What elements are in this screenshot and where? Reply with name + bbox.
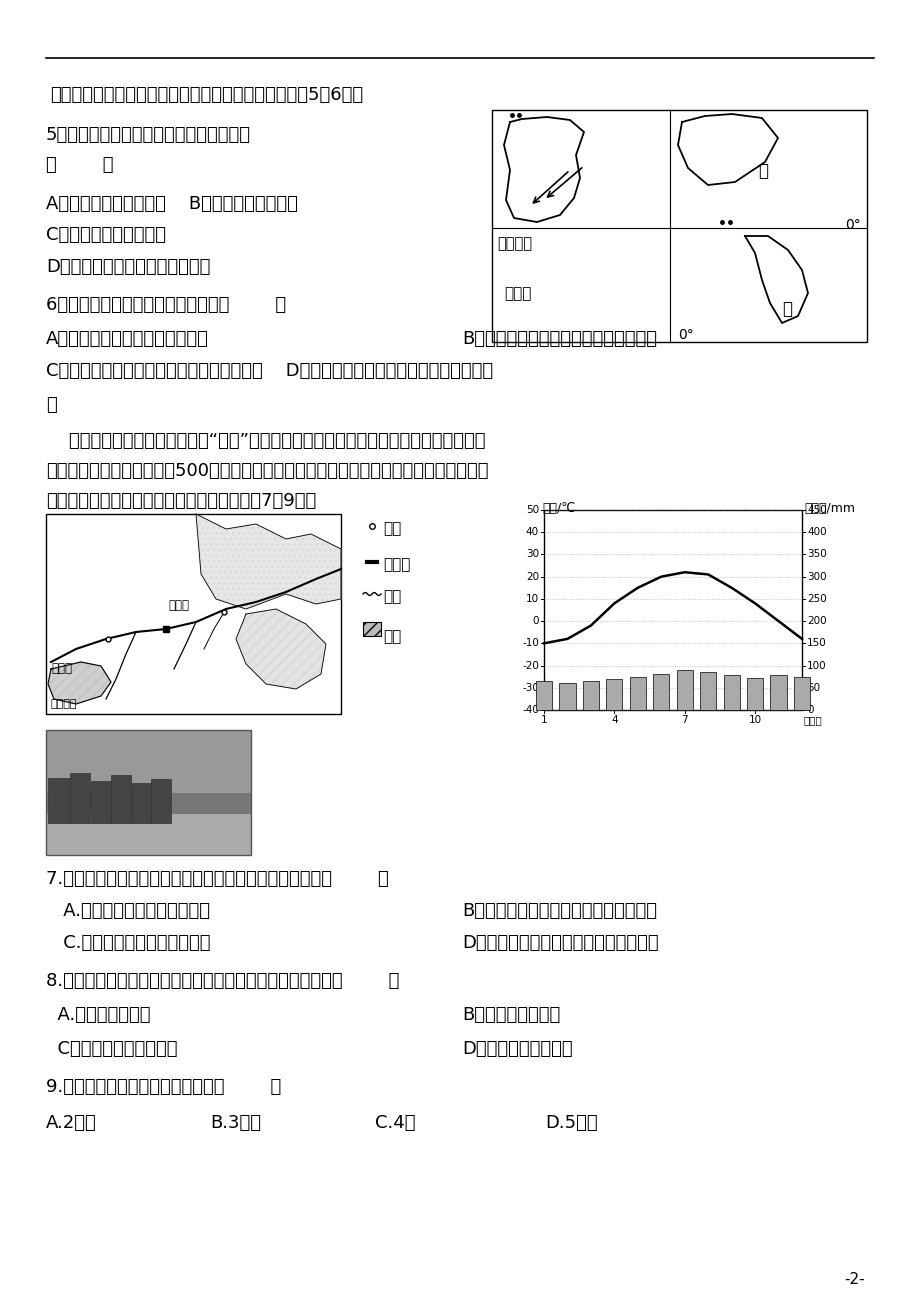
Text: 50: 50 — [806, 682, 819, 693]
Text: 河流: 河流 — [382, 589, 401, 604]
Text: 安大略湖: 安大略湖 — [51, 699, 77, 710]
Text: 10: 10 — [748, 715, 761, 725]
Text: 250: 250 — [806, 594, 826, 604]
Text: B.3个月: B.3个月 — [210, 1115, 261, 1131]
Text: 0°: 0° — [677, 328, 693, 342]
Text: 魁北克: 魁北克 — [168, 599, 188, 612]
Text: 在冰封的河床上会搭建起近500间垂钓小屋，蔟为壮观（右下图）。读圣劳伦斯河流域图及: 在冰封的河床上会搭建起近500间垂钓小屋，蔟为壮观（右下图）。读圣劳伦斯河流域图… — [46, 462, 488, 480]
Text: 30: 30 — [526, 549, 539, 560]
Bar — [543, 510, 801, 710]
Text: B．在冰层上铺水泥: B．在冰层上铺水泥 — [461, 1006, 560, 1023]
Bar — [492, 109, 866, 342]
Text: 气温/℃: 气温/℃ — [541, 503, 574, 516]
Text: D．流量小，含沙量大，水位季节变化大: D．流量小，含沙量大，水位季节变化大 — [461, 934, 658, 952]
Text: B．流域内降雨强度大，河流含沙量不大: B．流域内降雨强度大，河流含沙量不大 — [461, 329, 656, 348]
Text: 10: 10 — [526, 594, 539, 604]
Bar — [151, 779, 171, 823]
Text: 150: 150 — [806, 638, 826, 648]
Text: 大: 大 — [46, 396, 57, 414]
Text: C．南极大陆周边浮冰多: C．南极大陆周边浮冰多 — [46, 227, 165, 243]
Text: A．阿尔卑斯山雪线较低    B．北美高压势力强盛: A．阿尔卑斯山雪线较低 B．北美高压势力强盛 — [46, 195, 298, 214]
Text: 乙: 乙 — [757, 161, 767, 180]
Text: （        ）: （ ） — [46, 156, 113, 174]
Bar — [652, 674, 669, 710]
Text: 1: 1 — [540, 715, 547, 725]
Text: 400: 400 — [806, 527, 826, 538]
Bar — [583, 681, 598, 710]
Bar — [46, 514, 341, 713]
Bar — [793, 677, 810, 710]
Text: 0: 0 — [532, 616, 539, 626]
Bar — [699, 672, 716, 710]
Bar — [746, 678, 763, 710]
Text: A.2个月: A.2个月 — [46, 1115, 96, 1131]
Text: 5．在图示盛行风向期间，下列叙述正确的: 5．在图示盛行风向期间，下列叙述正确的 — [46, 126, 251, 145]
Bar — [630, 677, 645, 710]
Text: -30: -30 — [522, 682, 539, 693]
Polygon shape — [236, 609, 325, 689]
Bar — [363, 622, 380, 635]
Polygon shape — [48, 661, 111, 704]
Text: 7: 7 — [681, 715, 687, 725]
Bar — [676, 671, 692, 710]
Bar — [559, 684, 575, 710]
Text: （月）: （月） — [803, 715, 822, 725]
Text: 下图为世界某区域示意图，甲乙为两条河流。读图回答5～6题。: 下图为世界某区域示意图，甲乙为两条河流。读图回答5～6题。 — [50, 86, 363, 104]
Text: 大西洋: 大西洋 — [504, 286, 531, 301]
Text: 50: 50 — [526, 505, 539, 516]
Bar — [606, 678, 622, 710]
Text: 7.与魁北克段河流相比，康沃尔段圣劳斯河的水文特点是（        ）: 7.与魁北克段河流相比，康沃尔段圣劳斯河的水文特点是（ ） — [46, 870, 389, 888]
Text: D.5个月: D.5个月 — [544, 1115, 597, 1131]
Text: A.在河床中打木框: A.在河床中打木框 — [46, 1006, 151, 1023]
Text: D．在冰面上大量撒盐: D．在冰面上大量撒盐 — [461, 1040, 572, 1059]
Bar — [46, 814, 251, 855]
Bar — [111, 775, 130, 823]
Text: 300: 300 — [806, 572, 826, 582]
Text: C．河流流向特点导致甲河全年会有两次凌汛    D．流经盆地地区，水流平缓，货物运输量: C．河流流向特点导致甲河全年会有两次凌汛 D．流经盆地地区，水流平缓，货物运输量 — [46, 362, 493, 380]
Bar — [70, 773, 90, 823]
Text: 450: 450 — [806, 505, 826, 516]
Text: -10: -10 — [522, 638, 539, 648]
Text: C．在小屋周围大量浇水: C．在小屋周围大量浇水 — [46, 1040, 177, 1059]
Text: 降水量/mm: 降水量/mm — [803, 503, 854, 516]
Text: 水域: 水域 — [382, 629, 401, 644]
Text: 0: 0 — [806, 704, 812, 715]
Text: C.流量小，流速快、结冰期短: C.流量小，流速快、结冰期短 — [46, 934, 210, 952]
Text: -20: -20 — [522, 660, 539, 671]
Text: A.流量大，流速慢，结冰期长: A.流量大，流速慢，结冰期长 — [46, 902, 210, 921]
Bar — [46, 730, 251, 855]
Bar — [46, 730, 251, 793]
Text: C.4个: C.4个 — [375, 1115, 415, 1131]
Bar — [722, 676, 739, 710]
Bar — [48, 779, 70, 823]
Text: D．日本东海岂降水量大于西海岂: D．日本东海岂降水量大于西海岂 — [46, 258, 210, 276]
Text: 100: 100 — [806, 660, 826, 671]
Text: 200: 200 — [806, 616, 826, 626]
Text: 40: 40 — [526, 527, 539, 538]
Text: A．水位季节变化大，流量不稳定: A．水位季节变化大，流量不稳定 — [46, 329, 209, 348]
Bar — [130, 783, 153, 823]
Bar — [46, 730, 251, 855]
Text: B．流量大、含沙量小，水位季节变化小: B．流量大、含沙量小，水位季节变化小 — [461, 902, 656, 921]
Text: 9.蒙特利尔附近河段结冰期大致为（        ）: 9.蒙特利尔附近河段结冰期大致为（ ） — [46, 1078, 281, 1096]
Text: 水电站: 水电站 — [382, 557, 410, 572]
Text: 甲: 甲 — [781, 299, 791, 318]
Text: 0°: 0° — [844, 217, 860, 232]
Text: 8.为了使垂钓小屋在冰面上更加稳固，下列措施最可行的是（        ）: 8.为了使垂钓小屋在冰面上更加稳固，下列措施最可行的是（ ） — [46, 973, 399, 990]
Bar — [91, 781, 113, 823]
Text: 20: 20 — [526, 572, 539, 582]
Text: 康沃尔: 康沃尔 — [51, 661, 72, 674]
Text: -40: -40 — [522, 704, 539, 715]
Text: 蒙特利尔年内各月气温和降水量图，完成下列7～9题。: 蒙特利尔年内各月气温和降水量图，完成下列7～9题。 — [46, 492, 316, 510]
Bar — [769, 676, 786, 710]
Text: 350: 350 — [806, 549, 826, 560]
Text: -2-: -2- — [844, 1272, 865, 1286]
Text: 城市: 城市 — [382, 521, 401, 536]
Bar — [536, 681, 551, 710]
Text: 6．下列关于甲河的叙述，正确的是（        ）: 6．下列关于甲河的叙述，正确的是（ ） — [46, 296, 286, 314]
Polygon shape — [196, 514, 341, 609]
Text: 4: 4 — [610, 715, 617, 725]
Text: 盛行风向: 盛行风向 — [496, 236, 531, 251]
Text: 发源于五大湖的圣劳伦斯河以“冰钓”闻名于世，魁北克是一座冰钓之城，每逢冰钓季，: 发源于五大湖的圣劳伦斯河以“冰钓”闻名于世，魁北克是一座冰钓之城，每逢冰钓季， — [46, 432, 485, 450]
